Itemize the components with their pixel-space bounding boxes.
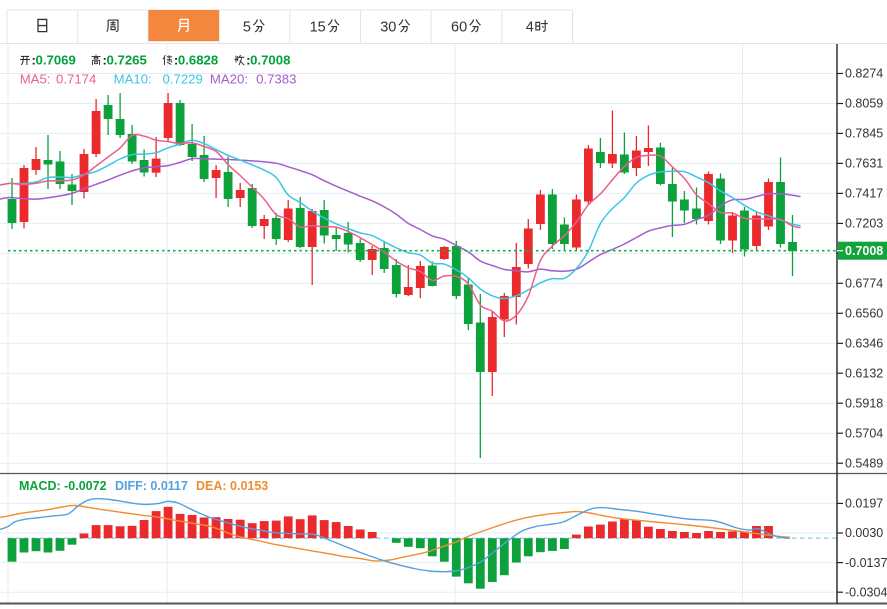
svg-text:0.5704: 0.5704 [845, 426, 883, 440]
svg-text:-0.0137: -0.0137 [845, 556, 887, 570]
svg-text:0.6346: 0.6346 [845, 337, 883, 351]
svg-text:0.7229: 0.7229 [163, 72, 203, 87]
svg-text:MA10:: MA10: [114, 72, 152, 87]
svg-text:0.7008: 0.7008 [250, 53, 290, 68]
svg-text::: : [246, 53, 250, 68]
svg-text:0.5489: 0.5489 [845, 456, 883, 470]
svg-text:5: 5 [243, 19, 251, 35]
svg-text:-0.0304: -0.0304 [845, 585, 887, 599]
svg-text:0.7008: 0.7008 [845, 244, 883, 258]
svg-text:0.6132: 0.6132 [845, 366, 883, 380]
svg-text::: : [32, 53, 36, 68]
svg-text:0.8274: 0.8274 [845, 67, 883, 81]
svg-text:0.6560: 0.6560 [845, 307, 883, 321]
svg-text:0.7845: 0.7845 [845, 127, 883, 141]
svg-text:MA20:: MA20: [210, 72, 248, 87]
svg-text::: : [174, 53, 178, 68]
svg-text:0.8059: 0.8059 [845, 97, 883, 111]
svg-text:0.7631: 0.7631 [845, 157, 883, 171]
svg-text:0.7069: 0.7069 [36, 53, 76, 68]
svg-text:MA5:: MA5: [20, 72, 51, 87]
svg-text::: : [103, 53, 107, 68]
svg-text:0.6774: 0.6774 [845, 277, 883, 291]
svg-text:60: 60 [451, 19, 467, 35]
svg-text:0.0030: 0.0030 [845, 526, 883, 540]
svg-text:0.7265: 0.7265 [107, 53, 147, 68]
svg-text:0.7203: 0.7203 [845, 217, 883, 231]
svg-text:0.7174: 0.7174 [56, 72, 96, 87]
svg-text:30: 30 [380, 19, 396, 35]
svg-text:4: 4 [526, 19, 534, 35]
svg-text:0.5918: 0.5918 [845, 396, 883, 410]
svg-text:0.0197: 0.0197 [845, 497, 883, 511]
svg-text:0.7383: 0.7383 [256, 72, 296, 87]
svg-text:15: 15 [310, 19, 326, 35]
svg-text:0.7417: 0.7417 [845, 187, 883, 201]
svg-text:0.6828: 0.6828 [178, 53, 218, 68]
